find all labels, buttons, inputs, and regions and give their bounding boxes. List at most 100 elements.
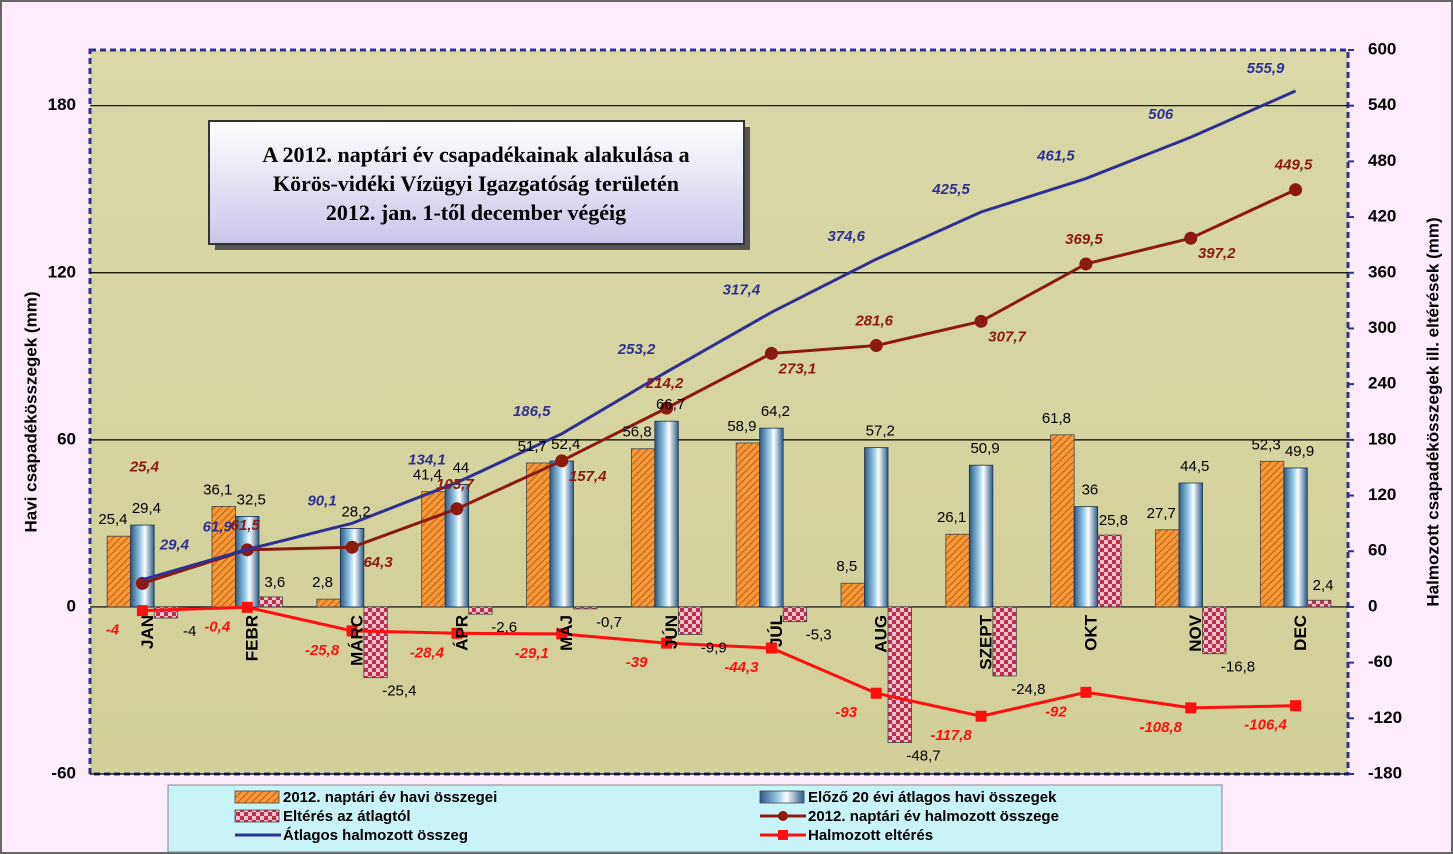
point <box>765 642 777 654</box>
data-label: -5,3 <box>806 627 832 644</box>
legend-swatch <box>234 809 280 823</box>
point <box>556 628 568 640</box>
data-label: 25,4 <box>98 511 127 528</box>
y2-tick-label: 60 <box>1368 541 1387 560</box>
x-tick-label: OKT <box>1081 614 1100 651</box>
data-label: -9,9 <box>701 639 727 656</box>
data-label: -29,1 <box>515 645 549 662</box>
data-label: 56,8 <box>622 424 651 441</box>
y2-tick-label: 120 <box>1368 485 1396 504</box>
data-label: 32,5 <box>237 491 266 508</box>
data-label: 105,7 <box>436 476 474 493</box>
legend-marker <box>778 811 788 821</box>
x-tick-label: SZEPT <box>977 614 996 669</box>
data-label: -24,8 <box>1011 681 1045 698</box>
chart-title: 2012. jan. 1-től december végéig <box>326 200 626 225</box>
point <box>346 625 358 637</box>
bar <box>735 442 761 608</box>
x-tick-label: AUG <box>872 615 891 653</box>
data-label: -2,6 <box>491 619 517 636</box>
data-label: 57,2 <box>866 423 895 440</box>
marks <box>106 89 1332 743</box>
bar <box>130 524 155 608</box>
data-label: -28,4 <box>410 644 445 661</box>
grid <box>90 105 1348 775</box>
y2-tick-label: -120 <box>1368 708 1402 727</box>
data-label: 461,5 <box>1036 148 1075 165</box>
bar <box>992 606 1017 677</box>
bar <box>339 527 365 608</box>
x-tick-label: MÁJ <box>557 615 576 651</box>
data-label: -48,7 <box>906 748 940 765</box>
y2-tick-label: 480 <box>1368 151 1396 170</box>
bar <box>421 491 446 608</box>
point <box>241 601 253 613</box>
x-tick-label: DEC <box>1291 615 1310 651</box>
point <box>660 401 674 415</box>
data-label: 397,2 <box>1198 245 1236 262</box>
bar <box>106 535 132 608</box>
data-label: -0,7 <box>596 614 622 631</box>
line <box>142 605 1296 718</box>
bar <box>1073 506 1099 608</box>
point <box>1184 231 1198 245</box>
legend-label: Halmozott eltérés <box>808 827 933 844</box>
data-label: 2,4 <box>1313 577 1334 594</box>
data-label: 2,8 <box>312 574 333 591</box>
bar <box>258 596 283 608</box>
bar <box>1155 529 1180 608</box>
data-label: -0,4 <box>204 618 231 635</box>
data-label: 369,5 <box>1065 231 1103 248</box>
y2-tick-label: 240 <box>1368 374 1396 393</box>
data-label: -25,8 <box>305 642 340 659</box>
bar <box>573 606 598 610</box>
title-box <box>208 120 745 245</box>
data-label: 51,7 <box>518 438 547 455</box>
data-label: 307,7 <box>988 328 1026 345</box>
y2-tick-label: 180 <box>1368 429 1396 448</box>
data-label: 25,4 <box>129 458 160 475</box>
data-label: 44,5 <box>1180 458 1209 475</box>
bar <box>654 420 679 608</box>
y-axis-label: Havi csapadékösszegek (mm) <box>21 292 40 533</box>
y2-tick-label: -180 <box>1368 763 1402 782</box>
y-tick-label: 180 <box>48 95 76 114</box>
y2-tick-label: 420 <box>1368 207 1396 226</box>
data-label: 214,2 <box>645 375 684 392</box>
data-label: 29,4 <box>159 537 190 554</box>
data-label: 29,4 <box>132 500 161 517</box>
bar <box>968 464 994 608</box>
bar <box>677 606 703 635</box>
point <box>555 454 569 468</box>
data-label: 449,5 <box>1274 157 1313 174</box>
y2-tick-label: 600 <box>1368 39 1396 58</box>
bar <box>363 606 388 679</box>
data-label: -4 <box>106 622 120 639</box>
data-label: 157,4 <box>569 468 607 485</box>
data-label: 61,8 <box>1042 410 1071 427</box>
bar <box>468 606 493 615</box>
x-tick-label: MÁRC <box>348 615 367 666</box>
data-label: 281,6 <box>854 313 893 330</box>
data-label: 374,6 <box>827 228 865 245</box>
bar <box>630 448 656 608</box>
legend-swatch <box>759 790 805 804</box>
data-label: -117,8 <box>930 727 972 744</box>
y2-tick-label: 360 <box>1368 262 1396 281</box>
data-label: 36 <box>1082 482 1099 499</box>
data-label: 61,5 <box>231 517 261 534</box>
bar <box>1283 467 1308 608</box>
data-label: 90,1 <box>307 492 336 509</box>
data-label: 36,1 <box>203 481 232 498</box>
point <box>345 540 359 554</box>
bar <box>1097 534 1122 608</box>
data-label: 506 <box>1148 106 1174 123</box>
legend-marker <box>778 830 788 840</box>
legend-label: 2012. naptári év havi összegei <box>283 789 497 806</box>
data-label: 41,4 <box>413 467 442 484</box>
data-label: 64,2 <box>761 403 790 420</box>
data-label: 52,4 <box>551 436 580 453</box>
legend-label: Átlagos halmozott összeg <box>283 827 468 844</box>
x-tick-label: JAN <box>138 615 157 649</box>
